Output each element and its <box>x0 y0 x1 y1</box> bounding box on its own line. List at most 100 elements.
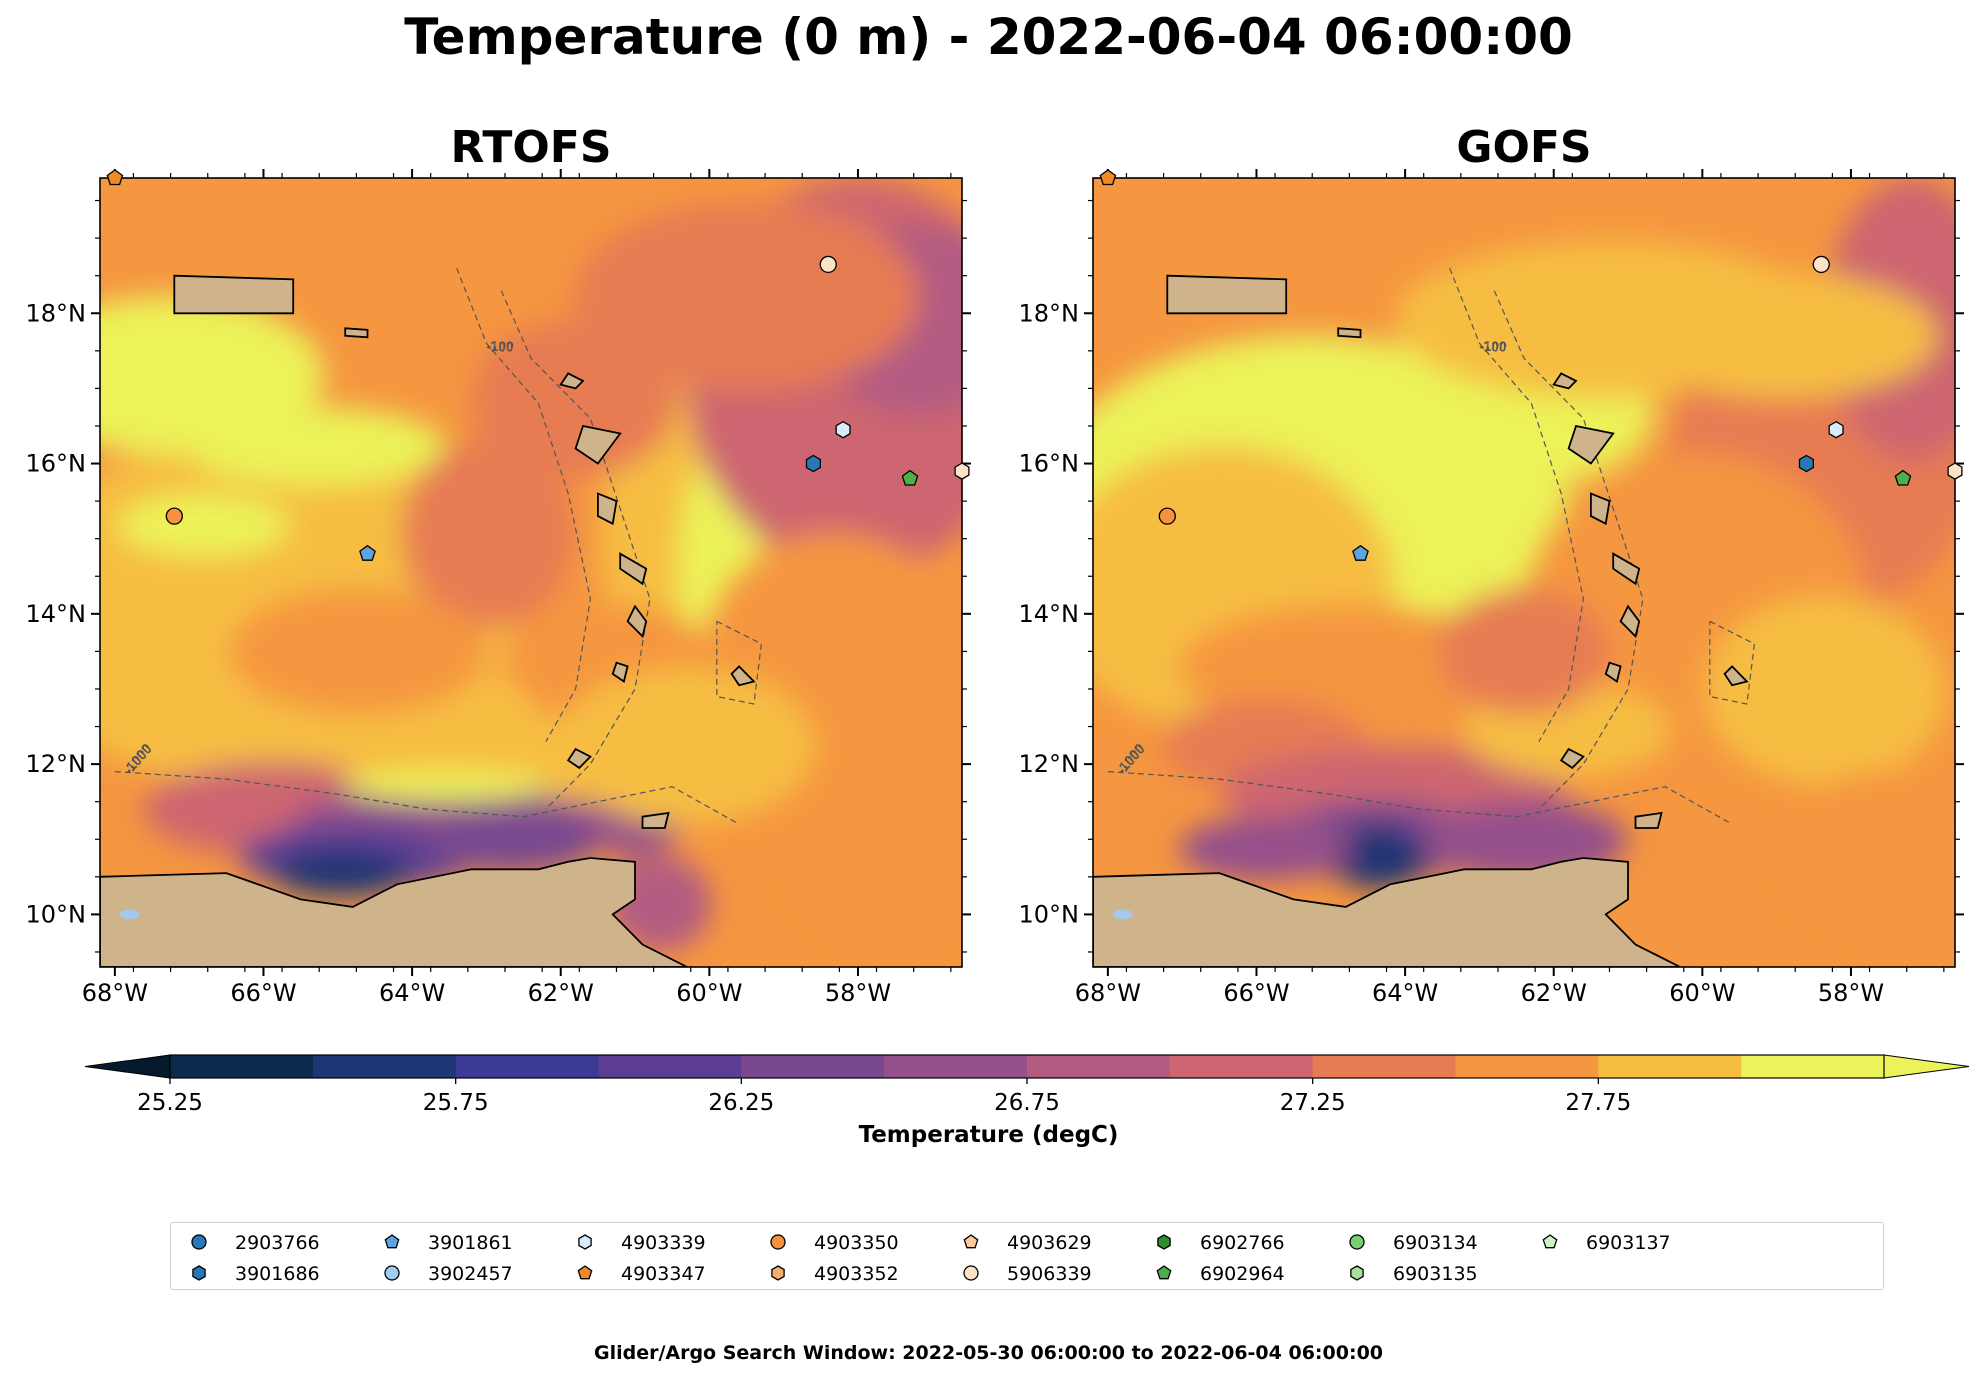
lon-tick-label: 64°W <box>1372 979 1438 1007</box>
legend-marker[interactable] <box>963 1234 979 1249</box>
legend-marker[interactable] <box>770 1234 786 1250</box>
legend-label: 6903135 <box>1393 1263 1478 1285</box>
legend-entry-6903135: 6903135 <box>1350 1263 1478 1285</box>
panel-title-rtofs: RTOFS <box>450 122 612 173</box>
lon-tick-label: 68°W <box>1075 979 1141 1007</box>
legend-entry-4903352: 4903352 <box>771 1263 899 1285</box>
legend-marker[interactable] <box>1542 1234 1558 1249</box>
land <box>100 274 756 967</box>
legend-label: 6903134 <box>1393 1232 1478 1254</box>
lat-tick-label: 14°N <box>26 600 87 628</box>
legend-marker[interactable] <box>1157 1234 1171 1250</box>
island <box>566 747 592 770</box>
colorbar-over-arrow <box>1883 1054 1970 1079</box>
mainland-south-america <box>100 857 688 967</box>
legend-label: 5906339 <box>1007 1263 1092 1285</box>
island <box>1567 424 1615 465</box>
panel-title-gofs: GOFS <box>1456 122 1592 173</box>
legend-label: 4903339 <box>621 1232 706 1254</box>
lon-tick-label: 66°W <box>230 979 296 1007</box>
island <box>641 811 670 829</box>
island <box>1723 665 1749 687</box>
island <box>1612 552 1641 586</box>
colorbar-tick-label: 25.75 <box>423 1090 489 1116</box>
legend-marker[interactable] <box>384 1234 400 1249</box>
colorbar-segment <box>884 1055 1028 1078</box>
legend-label: 3901686 <box>235 1263 320 1285</box>
island <box>597 492 618 526</box>
legend-entry-3901686: 3901686 <box>192 1263 320 1285</box>
float-marker-3901861[interactable] <box>1352 544 1369 561</box>
legend-marker[interactable] <box>771 1265 785 1281</box>
legend-entry-5906339: 5906339 <box>963 1263 1092 1285</box>
float-marker-4903347[interactable] <box>1099 169 1117 186</box>
legend-entry-4903350: 4903350 <box>770 1232 899 1254</box>
legend-marker[interactable] <box>1349 1234 1365 1250</box>
lon-tick-label: 62°W <box>1521 979 1587 1007</box>
float-marker-5906339[interactable] <box>1812 255 1830 274</box>
lat-tick-label: 10°N <box>26 900 87 928</box>
float-marker-edge[interactable] <box>1947 462 1963 480</box>
map-panel-rtofs[interactable]: -1000-100 68°W 66°W 64°W 62°W 60°W 58°W 10°N 12°… <box>0 169 1031 1007</box>
island <box>173 274 295 315</box>
island <box>559 372 585 390</box>
float-marker-4903339[interactable] <box>1828 420 1844 439</box>
float-marker-6902964[interactable] <box>901 469 919 486</box>
lon-tick-label: 60°W <box>676 979 742 1007</box>
legend-marker[interactable] <box>384 1265 400 1281</box>
float-marker-4903347[interactable] <box>106 169 124 186</box>
island <box>344 327 369 339</box>
float-marker-3901686[interactable] <box>805 454 821 473</box>
legend-marker[interactable] <box>1350 1265 1364 1281</box>
lon-tick-label: 68°W <box>82 979 148 1007</box>
colorbar-segment <box>598 1055 742 1078</box>
island <box>1552 372 1578 390</box>
lake <box>1112 909 1133 920</box>
float-marker-3901861[interactable] <box>359 544 376 561</box>
island <box>1337 327 1362 339</box>
lat-tick-label: 12°N <box>26 750 87 778</box>
legend-entry-4903347: 4903347 <box>577 1263 706 1285</box>
legend-marker[interactable] <box>963 1265 979 1281</box>
island <box>1166 274 1288 315</box>
legend-marker[interactable] <box>578 1234 592 1250</box>
island <box>1619 604 1641 639</box>
island <box>1634 811 1663 829</box>
legend-entry-6903134: 6903134 <box>1349 1232 1478 1254</box>
figure-title: Temperature (0 m) - 2022-06-04 06:00:00 <box>404 8 1573 66</box>
float-marker-5906339[interactable] <box>819 255 837 274</box>
legend-entry-6902964: 6902964 <box>1156 1263 1285 1285</box>
island <box>626 604 648 639</box>
float-marker-4903350[interactable] <box>165 507 183 525</box>
colorbar: 25.25 25.75 26.25 26.75 27.25 27.75 <box>84 1054 1970 1116</box>
legend-marker[interactable] <box>577 1265 593 1280</box>
legend-entry-3902457: 3902457 <box>384 1263 513 1285</box>
float-marker-4903350[interactable] <box>1158 507 1176 525</box>
island <box>1559 747 1585 770</box>
legend-label: 6903137 <box>1586 1232 1671 1254</box>
lake <box>119 909 140 920</box>
island <box>1590 492 1611 526</box>
legend-label: 4903629 <box>1007 1232 1092 1254</box>
lon-tick-label: 66°W <box>1223 979 1289 1007</box>
contour-label: -100 <box>486 340 513 354</box>
legend-label: 4903347 <box>621 1263 706 1285</box>
float-marker-edge[interactable] <box>954 462 970 480</box>
lon-tick-label: 62°W <box>528 979 594 1007</box>
legend-marker[interactable] <box>192 1265 206 1281</box>
legend-marker[interactable] <box>1156 1265 1172 1280</box>
float-marker-6902964[interactable] <box>1894 469 1912 486</box>
legend-entry-2903766: 2903766 <box>191 1232 320 1254</box>
temperature-field: -1000-100 <box>100 178 962 967</box>
colorbar-segment <box>170 1055 314 1078</box>
float-marker-4903339[interactable] <box>835 420 851 439</box>
legend-entry-4903629: 4903629 <box>963 1232 1092 1254</box>
mainland-south-america <box>1093 857 1681 967</box>
island <box>730 665 756 687</box>
lon-tick-label: 58°W <box>1818 979 1884 1007</box>
float-marker-3901686[interactable] <box>1798 454 1814 473</box>
legend-marker[interactable] <box>191 1234 207 1250</box>
lat-tick-label: 14°N <box>1019 600 1080 628</box>
island <box>574 424 622 465</box>
